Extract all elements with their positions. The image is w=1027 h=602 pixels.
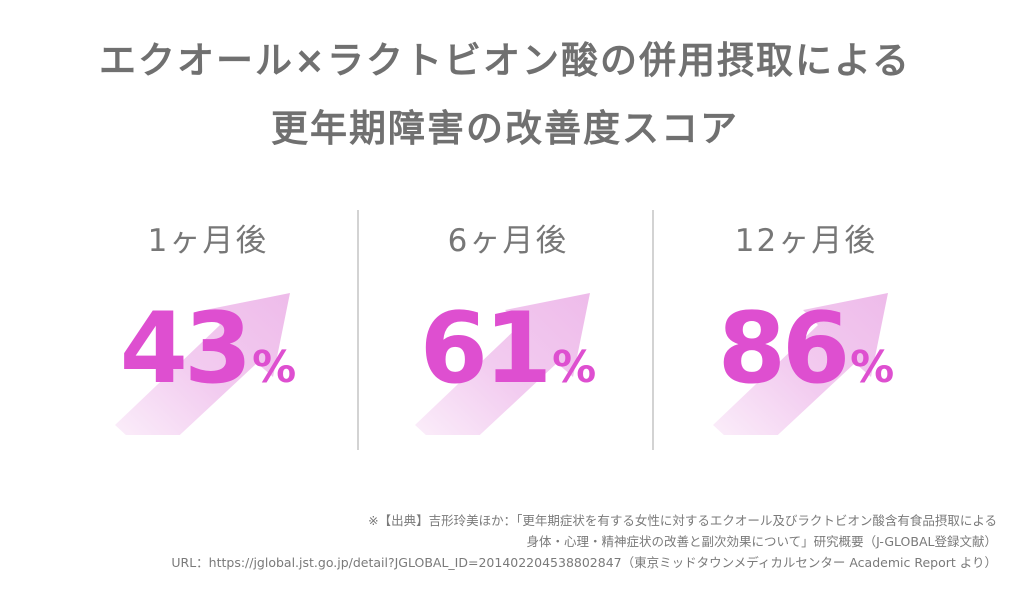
stat-panel-12-month: 12ヶ月後 86% [658,205,954,450]
source-line-2: 身体・心理・精神症状の改善と副次効果について」研究概要（J-GLOBAL登録文献… [526,534,997,549]
stat-panel-6-month: 6ヶ月後 61% [360,205,656,450]
stat-panel-1-month: 1ヶ月後 43% [60,205,356,450]
stat-unit: % [552,342,597,393]
up-arrow-icon [415,293,590,435]
stat-period-label: 12ヶ月後 [734,223,878,259]
source-citation: ※【出典】吉形玲美ほか：「更年期症状を有する女性に対するエクオール及びラクトビオ… [97,510,997,573]
divider [652,210,654,450]
stat-period-label: 6ヶ月後 [447,223,569,259]
page-title-line-2: 更年期障害の改善度スコア [271,107,739,150]
stat-value-block: 61% [360,300,656,398]
stat-period-label: 1ヶ月後 [147,223,269,259]
stat-unit: % [252,342,297,393]
source-url-line: URL：https://jglobal.jst.go.jp/detail?JGL… [171,555,997,570]
stat-unit: % [850,342,895,393]
stat-value: 86 [717,292,850,406]
up-arrow-icon [115,293,290,435]
stat-value-block: 86% [658,300,954,398]
stat-value: 43 [119,292,252,406]
stats-row: 1ヶ月後 43% 6ヶ月後 [60,205,960,450]
divider [357,210,359,450]
source-line-1: ※【出典】吉形玲美ほか：「更年期症状を有する女性に対するエクオール及びラクトビオ… [368,513,997,528]
stat-value: 61 [419,292,552,406]
stat-value-block: 43% [60,300,356,398]
up-arrow-icon [713,293,888,435]
page-title-line-1: エクオール×ラクトビオン酸の併用摂取による [99,39,911,82]
